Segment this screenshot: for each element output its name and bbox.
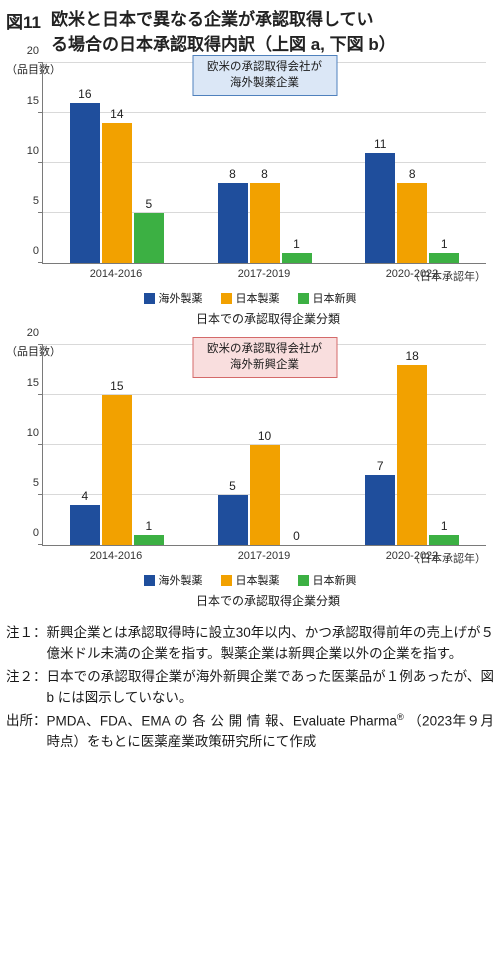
bar: 8 [218,183,248,263]
y-tick-label: 20 [17,327,39,339]
chart-a-caption-box: 欧米の承認取得会社が 海外製薬企業 [192,55,337,96]
figure-header: 図11 欧米と日本で異なる企業が承認取得してい る場合の日本承認取得内訳（上図 … [6,8,494,57]
bar: 15 [102,395,132,545]
y-tick-label: 10 [17,145,39,157]
bar-value-label: 7 [377,459,384,473]
y-tick-label: 10 [17,427,39,439]
bar: 14 [102,123,132,263]
y-tick-label: 5 [17,477,39,489]
x-axis-title-b: 日本での承認取得企業分類 [42,592,494,609]
chart-b: （品目数） 欧米の承認取得会社が 海外新興企業 0510152041515100… [6,345,494,609]
x-tick-label: 2017-2019 [190,264,338,280]
bar: 8 [397,183,427,263]
bar-value-label: 5 [229,479,236,493]
bar-value-label: 8 [409,167,416,181]
legend-b: 海外製薬 日本製薬 日本新興 [6,572,494,588]
x-tick-label: 2014-2016 [42,264,190,280]
swatch-s1 [144,293,155,304]
x-tick-label: 2014-2016 [42,546,190,562]
bar: 4 [70,505,100,545]
y-tick-label: 0 [17,527,39,539]
x-tick-label: 2017-2019 [190,546,338,562]
bar-value-label: 11 [374,137,386,151]
bar-group: 4151 [43,345,191,545]
bar-value-label: 4 [81,489,88,503]
swatch-s2 [221,293,232,304]
legend-item-2: 日本製薬 [221,290,280,306]
bar-value-label: 10 [258,429,271,443]
footnotes: 注１： 新興企業とは承認取得時に設立30年以内、かつ承認取得前年の売上げが５億米… [6,623,494,753]
bar: 1 [282,253,312,263]
swatch-s3 [298,293,309,304]
bar-value-label: 5 [145,197,152,211]
bar: 5 [134,213,164,263]
swatch-s3 [298,575,309,586]
legend-item-3: 日本新興 [298,572,357,588]
legend-item-2: 日本製薬 [221,572,280,588]
plot-area-b: 欧米の承認取得会社が 海外新興企業 05101520415151007181 [42,345,486,546]
bar: 7 [365,475,395,545]
bar: 10 [250,445,280,545]
legend-item-3: 日本新興 [298,290,357,306]
bar-group: 16145 [43,63,191,263]
bar: 1 [429,253,459,263]
bar-value-label: 15 [110,379,123,393]
note-2: 注２： 日本での承認取得企業が海外新興企業であった医薬品が１例あったが、図 b … [6,667,494,709]
source: 出所： PMDA、FDA、EMA の 各 公 開 情 報、Evaluate Ph… [6,711,494,753]
y-tick-label: 15 [17,95,39,107]
legend-item-1: 海外製薬 [144,290,203,306]
figure-title: 欧米と日本で異なる企業が承認取得してい る場合の日本承認取得内訳（上図 a, 下… [51,8,396,57]
y-tick-label: 5 [17,195,39,207]
bar-value-label: 8 [229,167,236,181]
bar-value-label: 1 [441,519,448,533]
bar-value-label: 8 [261,167,268,181]
figure-number: 図11 [6,8,41,33]
plot-area-a: 欧米の承認取得会社が 海外製薬企業 05101520161458811181 [42,63,486,264]
bar-group: 7181 [338,345,486,545]
source-body: PMDA、FDA、EMA の 各 公 開 情 報、Evaluate Pharma… [47,711,495,753]
bar-value-label: 1 [293,237,300,251]
bar: 11 [365,153,395,263]
bar: 8 [250,183,280,263]
bar: 1 [134,535,164,545]
bar: 5 [218,495,248,545]
y-tick-label: 0 [17,245,39,257]
bar-value-label: 16 [78,87,91,101]
note-1: 注１： 新興企業とは承認取得時に設立30年以内、かつ承認取得前年の売上げが５億米… [6,623,494,665]
y-tick-label: 15 [17,377,39,389]
chart-a: （品目数） 欧米の承認取得会社が 海外製薬企業 0510152016145881… [6,63,494,327]
bar-group: 1181 [338,63,486,263]
legend-item-1: 海外製薬 [144,572,203,588]
bar-value-label: 14 [110,107,123,121]
registered-mark: ® [397,712,404,723]
bar: 18 [397,365,427,545]
x-axis-title-a: 日本での承認取得企業分類 [42,310,494,327]
swatch-s2 [221,575,232,586]
bar-value-label: 1 [145,519,152,533]
y-tick-label: 20 [17,45,39,57]
bar-value-label: 0 [293,529,300,543]
bar: 16 [70,103,100,263]
bar-value-label: 1 [441,237,448,251]
legend-a: 海外製薬 日本製薬 日本新興 [6,290,494,306]
bar-value-label: 18 [405,349,418,363]
chart-b-caption-box: 欧米の承認取得会社が 海外新興企業 [192,337,337,378]
bar: 1 [429,535,459,545]
swatch-s1 [144,575,155,586]
